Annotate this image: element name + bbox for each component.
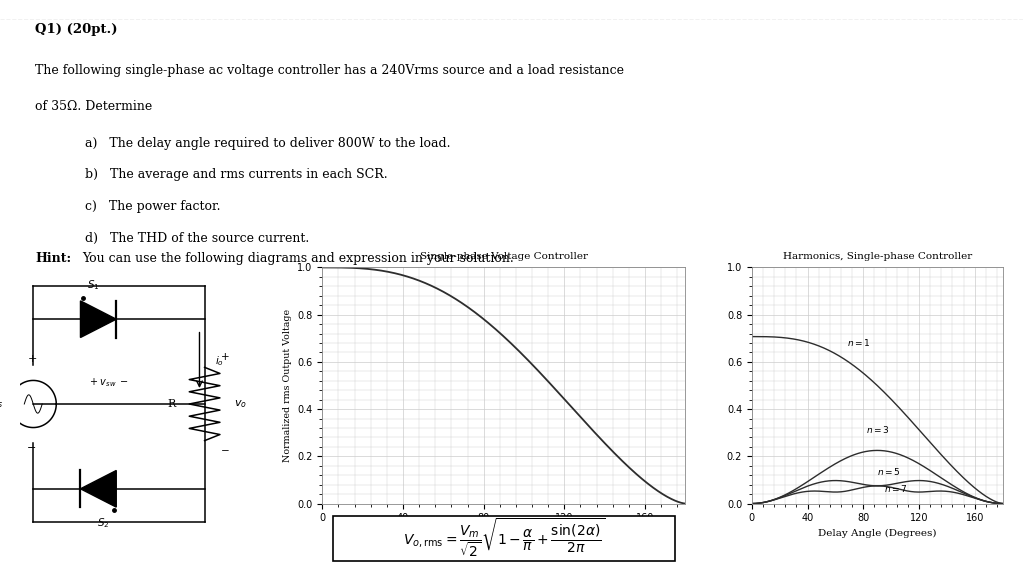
X-axis label: Delay Angle (Degrees): Delay Angle (Degrees) xyxy=(445,529,563,538)
Title: Harmonics, Single-phase Controller: Harmonics, Single-phase Controller xyxy=(783,252,972,261)
X-axis label: Delay Angle (Degrees): Delay Angle (Degrees) xyxy=(818,529,936,538)
Text: The following single-phase ac voltage controller has a 240Vrms source and a load: The following single-phase ac voltage co… xyxy=(35,64,624,77)
Text: Hint:: Hint: xyxy=(35,253,72,265)
Text: $+\;v_{sw}\;-$: $+\;v_{sw}\;-$ xyxy=(89,377,129,389)
Text: −: − xyxy=(221,446,229,456)
Text: $v_o$: $v_o$ xyxy=(234,398,247,410)
Text: +: + xyxy=(221,352,229,362)
Text: You can use the following diagrams and expression in your solution.: You can use the following diagrams and e… xyxy=(83,253,515,265)
Text: $S_2$: $S_2$ xyxy=(97,516,109,530)
Polygon shape xyxy=(81,471,117,507)
Text: $v_s$: $v_s$ xyxy=(0,398,4,410)
Text: −: − xyxy=(28,443,37,453)
Text: of 35Ω. Determine: of 35Ω. Determine xyxy=(35,100,152,113)
Text: $n = 5$: $n = 5$ xyxy=(877,466,901,477)
Title: Single-phase Voltage Controller: Single-phase Voltage Controller xyxy=(419,252,588,261)
Text: +: + xyxy=(28,354,37,365)
Text: $S_1$: $S_1$ xyxy=(87,278,99,292)
Polygon shape xyxy=(81,301,117,337)
Text: $n = 3$: $n = 3$ xyxy=(866,424,890,435)
Text: $n = 1$: $n = 1$ xyxy=(847,337,871,348)
Text: b)   The average and rms currents in each SCR.: b) The average and rms currents in each … xyxy=(86,168,388,182)
Y-axis label: Normalized rms Output Voltage: Normalized rms Output Voltage xyxy=(282,309,292,462)
Text: $V_{o,\mathrm{rms}} = \dfrac{V_m}{\sqrt{2}}\sqrt{1 - \dfrac{\alpha}{\pi} + \dfra: $V_{o,\mathrm{rms}} = \dfrac{V_m}{\sqrt{… xyxy=(403,516,605,559)
Text: a)   The delay angle required to deliver 800W to the load.: a) The delay angle required to deliver 8… xyxy=(86,137,451,150)
Text: $n = 7$: $n = 7$ xyxy=(884,483,908,494)
Text: d)   The THD of the source current.: d) The THD of the source current. xyxy=(86,232,310,245)
Text: R: R xyxy=(167,399,176,409)
Text: $i_o$: $i_o$ xyxy=(216,354,224,369)
Text: Q1) (20pt.): Q1) (20pt.) xyxy=(35,23,118,36)
FancyBboxPatch shape xyxy=(333,516,674,561)
Text: c)   The power factor.: c) The power factor. xyxy=(86,200,221,213)
